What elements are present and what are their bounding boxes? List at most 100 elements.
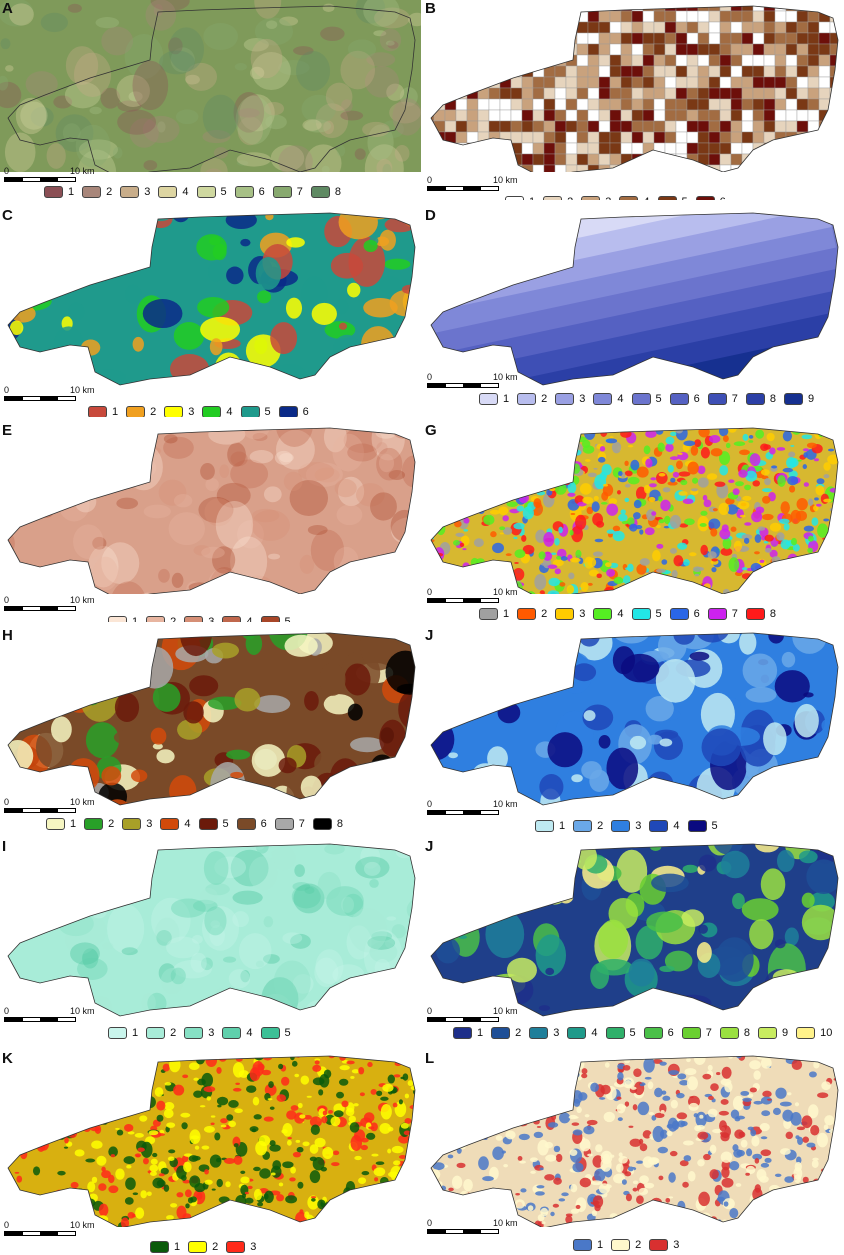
map-patch [665,592,671,594]
grid-cell [532,120,545,133]
grid-cell [653,109,666,122]
map-patch [302,119,322,131]
map-patch [772,1205,785,1218]
map-patch [210,920,221,929]
map-patch [431,1093,432,1103]
legend-label: 8 [769,608,776,620]
map-patch [240,238,251,247]
map-patch [550,456,558,462]
map-patch [539,1167,544,1171]
map-patch [431,1175,433,1179]
legend-swatch [479,393,498,405]
map-patch [366,990,384,1000]
map-patch [599,1097,606,1100]
map-patch [252,1096,260,1106]
map-patch [821,1081,831,1091]
map-patch [376,447,403,481]
scale-bar-graphic [427,1017,499,1022]
map-patch [276,1194,285,1202]
gradient-band [432,288,838,385]
map-patch [835,431,838,437]
map-patch [176,1205,187,1220]
legend-swatch [82,186,102,198]
map-patch [548,577,560,587]
grid-cell [433,32,446,45]
map-patch [495,428,507,435]
legend-swatch [260,1027,280,1039]
map-patch [341,99,353,113]
map-patch [390,509,415,542]
map-patch [163,1108,174,1119]
map-patch [253,1114,262,1120]
map-patch [453,539,461,546]
map-patch [170,967,186,985]
map-patch [332,433,364,472]
map-patch [205,168,222,172]
map-patch [519,428,527,429]
legend-swatch [146,1027,166,1039]
map-patch [480,1070,488,1075]
map-patch [528,433,534,439]
grid-cell [631,164,644,172]
map-patch [423,537,430,541]
map-patch [786,456,797,469]
map-patch [266,20,278,29]
grid-cell [818,54,831,67]
map-patch [627,517,635,526]
grid-cell [510,109,523,122]
map-patch [762,488,772,493]
grid-cell [631,76,644,89]
legend-swatch [84,818,104,830]
map-patch [553,1145,561,1153]
map-patch [775,1087,787,1099]
map-patch [431,1131,436,1141]
map-patch [726,504,738,515]
map-patch [648,999,669,1016]
map-patch [669,456,679,461]
legend-item: 6 [234,186,265,198]
map-patch [163,436,194,459]
map-patch [101,542,140,585]
map-patch [611,441,622,454]
map-patch [228,1120,237,1128]
map-patch [166,1215,174,1220]
map-patch [39,1081,46,1089]
map-patch [553,1177,562,1185]
map-patch [635,524,643,530]
map-patch [264,101,285,116]
map-patch [587,557,597,568]
grid-cell [543,87,556,100]
map-patch [477,435,490,441]
legend-item: 7 [274,818,305,830]
map-patch [618,1155,628,1164]
map-patch [165,1126,170,1133]
map-patch [522,473,534,479]
map-patch [698,1191,710,1207]
map-patch [334,479,357,498]
grid-cell [455,10,468,23]
grid-cell [455,153,468,166]
map-patch [387,1148,392,1154]
map-patch [197,296,230,318]
grid-cell [565,164,578,172]
map-patch [451,1141,462,1148]
map-patch [487,422,493,428]
grid-cell [675,10,688,23]
legend-label: 7 [731,393,738,405]
map-patch [678,471,691,477]
map-patch [685,423,690,426]
map-patch [334,299,349,315]
legend-swatch [453,1027,472,1039]
map-patch [398,1175,404,1179]
grid-cell [796,153,809,166]
map-patch [647,734,663,745]
grid-cell [543,6,556,12]
map-patch [238,933,272,970]
grid-cell [521,76,534,89]
map-patch [180,1112,191,1118]
panel-label: K [2,1050,13,1067]
map-patch [288,1224,296,1227]
grid-cell [543,43,556,56]
map-patch [8,574,24,594]
